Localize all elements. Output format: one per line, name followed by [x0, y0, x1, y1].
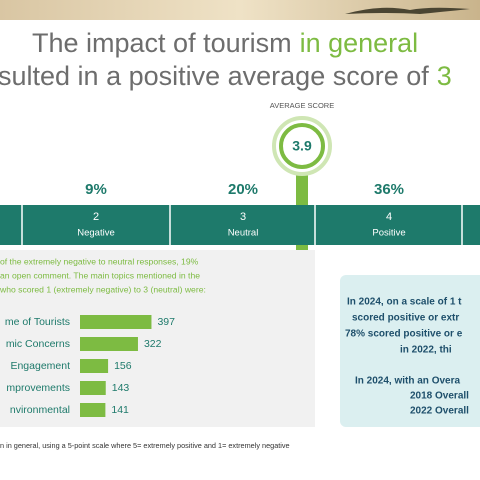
scale-label: Negative [77, 228, 115, 239]
banner-image [0, 0, 480, 20]
average-label: AVERAGE SCORE [270, 101, 334, 110]
comment-line: an open comment. The main topics mention… [0, 270, 200, 280]
summary-line: 2018 Overall [410, 391, 469, 402]
scale-percent: 36% [374, 181, 404, 198]
scale-band [0, 205, 480, 245]
title-line-2: sulted in a positive average score of 3 [0, 61, 452, 91]
summary-line: In 2024, on a scale of 1 t [347, 297, 462, 308]
bird-silhouette [345, 7, 470, 14]
topic-value: 141 [111, 404, 129, 416]
summary-line: in 2022, thi [400, 345, 452, 356]
topic-value: 143 [112, 382, 130, 394]
summary-line: scored positive or extr [352, 313, 459, 324]
title-highlight: in general [300, 28, 419, 58]
topic-label: nvironmental [10, 404, 70, 416]
topic-value: 322 [144, 338, 162, 350]
comment-line: who scored 1 (extremely negative) to 3 (… [0, 284, 206, 294]
topic-label: me of Tourists [5, 316, 70, 328]
footnote: n in general, using a 5-point scale wher… [0, 441, 290, 450]
average-value: 3.9 [292, 138, 312, 154]
summary-line: In 2024, with an Overa [355, 376, 460, 387]
comment-box [0, 250, 315, 427]
topic-bar [80, 403, 106, 417]
scale-percent: 9% [85, 181, 107, 198]
topic-value: 397 [157, 316, 175, 328]
topic-bar [80, 337, 138, 351]
title-text: sulted in a positive average score of [0, 61, 429, 91]
topic-bar [80, 315, 152, 329]
title-text: The impact of tourism [32, 28, 292, 58]
scale-number: 4 [386, 211, 392, 223]
topic-bar [80, 359, 109, 373]
summary-box [340, 275, 480, 427]
comment-line: of the extremely negative to neutral res… [0, 256, 199, 266]
scale-percent: 20% [228, 181, 258, 198]
scale-number: 3 [240, 211, 246, 223]
title-line-1: The impact of tourism in general [32, 28, 418, 58]
topic-value: 156 [114, 360, 132, 372]
summary-line: 2022 Overall [410, 406, 469, 417]
summary-line: 78% scored positive or e [345, 329, 463, 340]
topic-label: Engagement [10, 360, 70, 372]
title-highlight: 3 [437, 61, 452, 91]
score-ring [279, 123, 325, 169]
scale-number: 2 [93, 211, 99, 223]
scale-label: Positive [372, 228, 405, 239]
topic-label: mic Concerns [6, 338, 70, 350]
topic-label: mprovements [6, 382, 70, 394]
topic-bar [80, 381, 106, 395]
scale-label: Neutral [228, 228, 259, 239]
